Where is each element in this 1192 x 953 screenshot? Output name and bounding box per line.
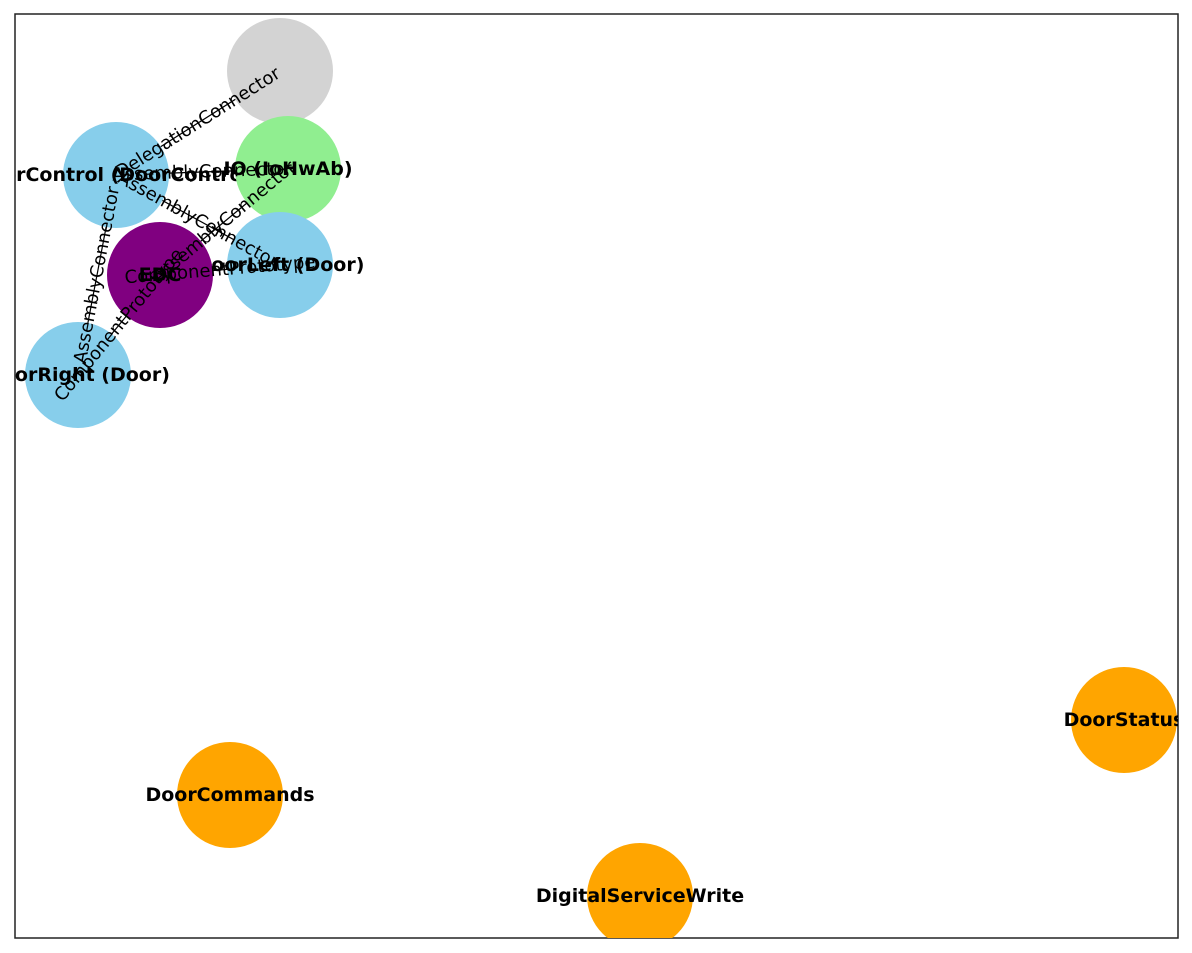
node-gray [227,18,333,124]
node-doorleft: DoorLeft (Door) [196,212,365,318]
node-doorright: DoorRight (Door) [0,322,170,428]
node-label: DigitalServiceWrite [536,885,744,907]
node-circle [227,212,333,318]
nodes-layer: DoorControl (DoorControl)IO (IoHwAb) Door… [0,18,1185,938]
node-circle [1071,667,1177,773]
node-label: DoorLeft (Door) [196,254,365,276]
node-digitalservicewrite: DigitalServiceWrite [536,843,744,938]
plot-area: DoorControl (DoorControl)IO (IoHwAb) Door… [0,18,1185,938]
node-circle [227,18,333,124]
node-label: DoorRight (Door) [0,364,170,386]
node-circle [177,742,283,848]
node-circle [63,122,169,228]
node-doorcommands: DoorCommands [145,742,315,848]
node-doorcontrol: DoorControl (DoorControl) [0,122,258,228]
node-circle [587,843,693,938]
node-label: IO (IoHwAb) [223,158,352,180]
node-io: IO (IoHwAb) [223,116,353,222]
node-label: DoorCommands [145,784,314,806]
node-label: DoorControl (DoorControl) [0,164,258,186]
node-label: EDC [139,264,182,286]
node-circle [25,322,131,428]
node-circle [235,116,341,222]
node-circle [107,222,213,328]
node-edc: EDC [107,222,213,328]
node-label: DoorStatus [1064,709,1185,731]
node-doorstatus: DoorStatus [1064,667,1185,773]
